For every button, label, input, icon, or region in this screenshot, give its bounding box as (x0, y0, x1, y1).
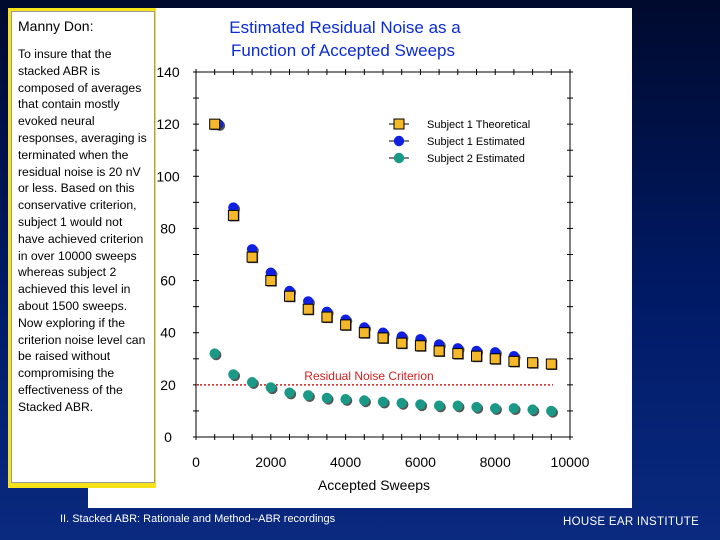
data-point (527, 404, 538, 415)
data-point (209, 118, 221, 130)
data-point (321, 392, 333, 404)
data-point (415, 399, 426, 410)
chart-panel (88, 8, 632, 508)
chart-title-line-2: Function of Accepted Sweeps (231, 41, 455, 60)
data-point (284, 387, 295, 398)
y-tick-label: 80 (160, 220, 176, 236)
chart-axes: 0 20 40 60 80 100 120 140 0 2000 4000 6000 8000 10000 (156, 64, 589, 470)
note-body: To insure that the stacked ABR is compos… (18, 47, 147, 414)
data-point (508, 403, 520, 414)
note-box: Manny Don: To insure that the stacked AB… (11, 11, 155, 483)
note-title: Manny Don: (18, 18, 94, 34)
legend-label: Subject 2 Estimated (427, 153, 525, 165)
x-axis-label: Accepted Sweeps (318, 477, 430, 493)
series-subject-1-theoretical (209, 118, 558, 370)
chart-title-line-1: Estimated Residual Noise as a (229, 18, 461, 37)
y-tick-label: 120 (156, 116, 180, 132)
data-point (508, 355, 520, 367)
data-point (414, 340, 426, 352)
footer-caption: II. Stacked ABR: Rationale and Method--A… (60, 513, 336, 525)
series-subject-2-estimated (209, 348, 558, 418)
y-tick-label: 20 (160, 377, 176, 393)
y-tick-label: 40 (160, 325, 176, 341)
data-point (227, 209, 239, 221)
data-point (471, 350, 482, 362)
data-point (302, 303, 314, 315)
data-point (228, 369, 239, 380)
data-point (452, 348, 464, 360)
chart-title: Estimated Residual Noise as a Function o… (229, 18, 461, 60)
data-point (546, 405, 557, 417)
y-tick-label: 100 (156, 168, 180, 184)
criterion-label: Residual Noise Criterion (304, 369, 433, 383)
footer-institute: HOUSE EAR INSTITUTE (563, 516, 700, 528)
data-point (396, 337, 408, 349)
data-point (246, 377, 258, 388)
series-group (209, 118, 558, 418)
data-point (209, 348, 220, 359)
data-point (340, 393, 351, 405)
note-card: Manny Don: To insure that the stacked AB… (8, 8, 156, 488)
chart-legend: Subject 1 Theoretical Subject 1 Estimated… (389, 118, 530, 165)
data-point (265, 382, 276, 393)
legend-label: Subject 1 Estimated (427, 136, 525, 148)
x-tick-label: 4000 (330, 454, 361, 470)
y-tick-label: 0 (164, 429, 172, 445)
data-point (490, 403, 501, 414)
data-point (265, 275, 277, 287)
data-point (396, 397, 407, 409)
data-point (545, 358, 557, 370)
legend-marker (393, 152, 405, 164)
x-tick-label: 2000 (255, 454, 286, 470)
y-tick-label: 60 (160, 273, 176, 289)
data-point (452, 400, 463, 411)
x-tick-label: 8000 (480, 454, 511, 470)
data-point (358, 327, 370, 339)
data-point (433, 400, 445, 411)
x-tick-label: 6000 (405, 454, 436, 470)
x-tick-label: 10000 (551, 454, 590, 470)
data-point (246, 251, 258, 263)
data-point (527, 357, 539, 369)
data-point (377, 332, 389, 344)
y-tick-label: 140 (156, 64, 180, 80)
data-point (433, 345, 445, 357)
criterion-group: Residual Noise Criterion (196, 369, 553, 386)
data-point (284, 290, 295, 302)
data-point (471, 401, 482, 413)
data-point (340, 319, 352, 331)
x-tick-label: 0 (192, 454, 200, 470)
data-point (489, 353, 501, 365)
data-point (377, 396, 389, 408)
legend-marker (393, 118, 405, 130)
legend-label: Subject 1 Theoretical (427, 119, 530, 131)
legend-marker (393, 135, 405, 147)
data-point (321, 311, 333, 323)
data-point (303, 390, 314, 401)
data-point (359, 395, 370, 406)
